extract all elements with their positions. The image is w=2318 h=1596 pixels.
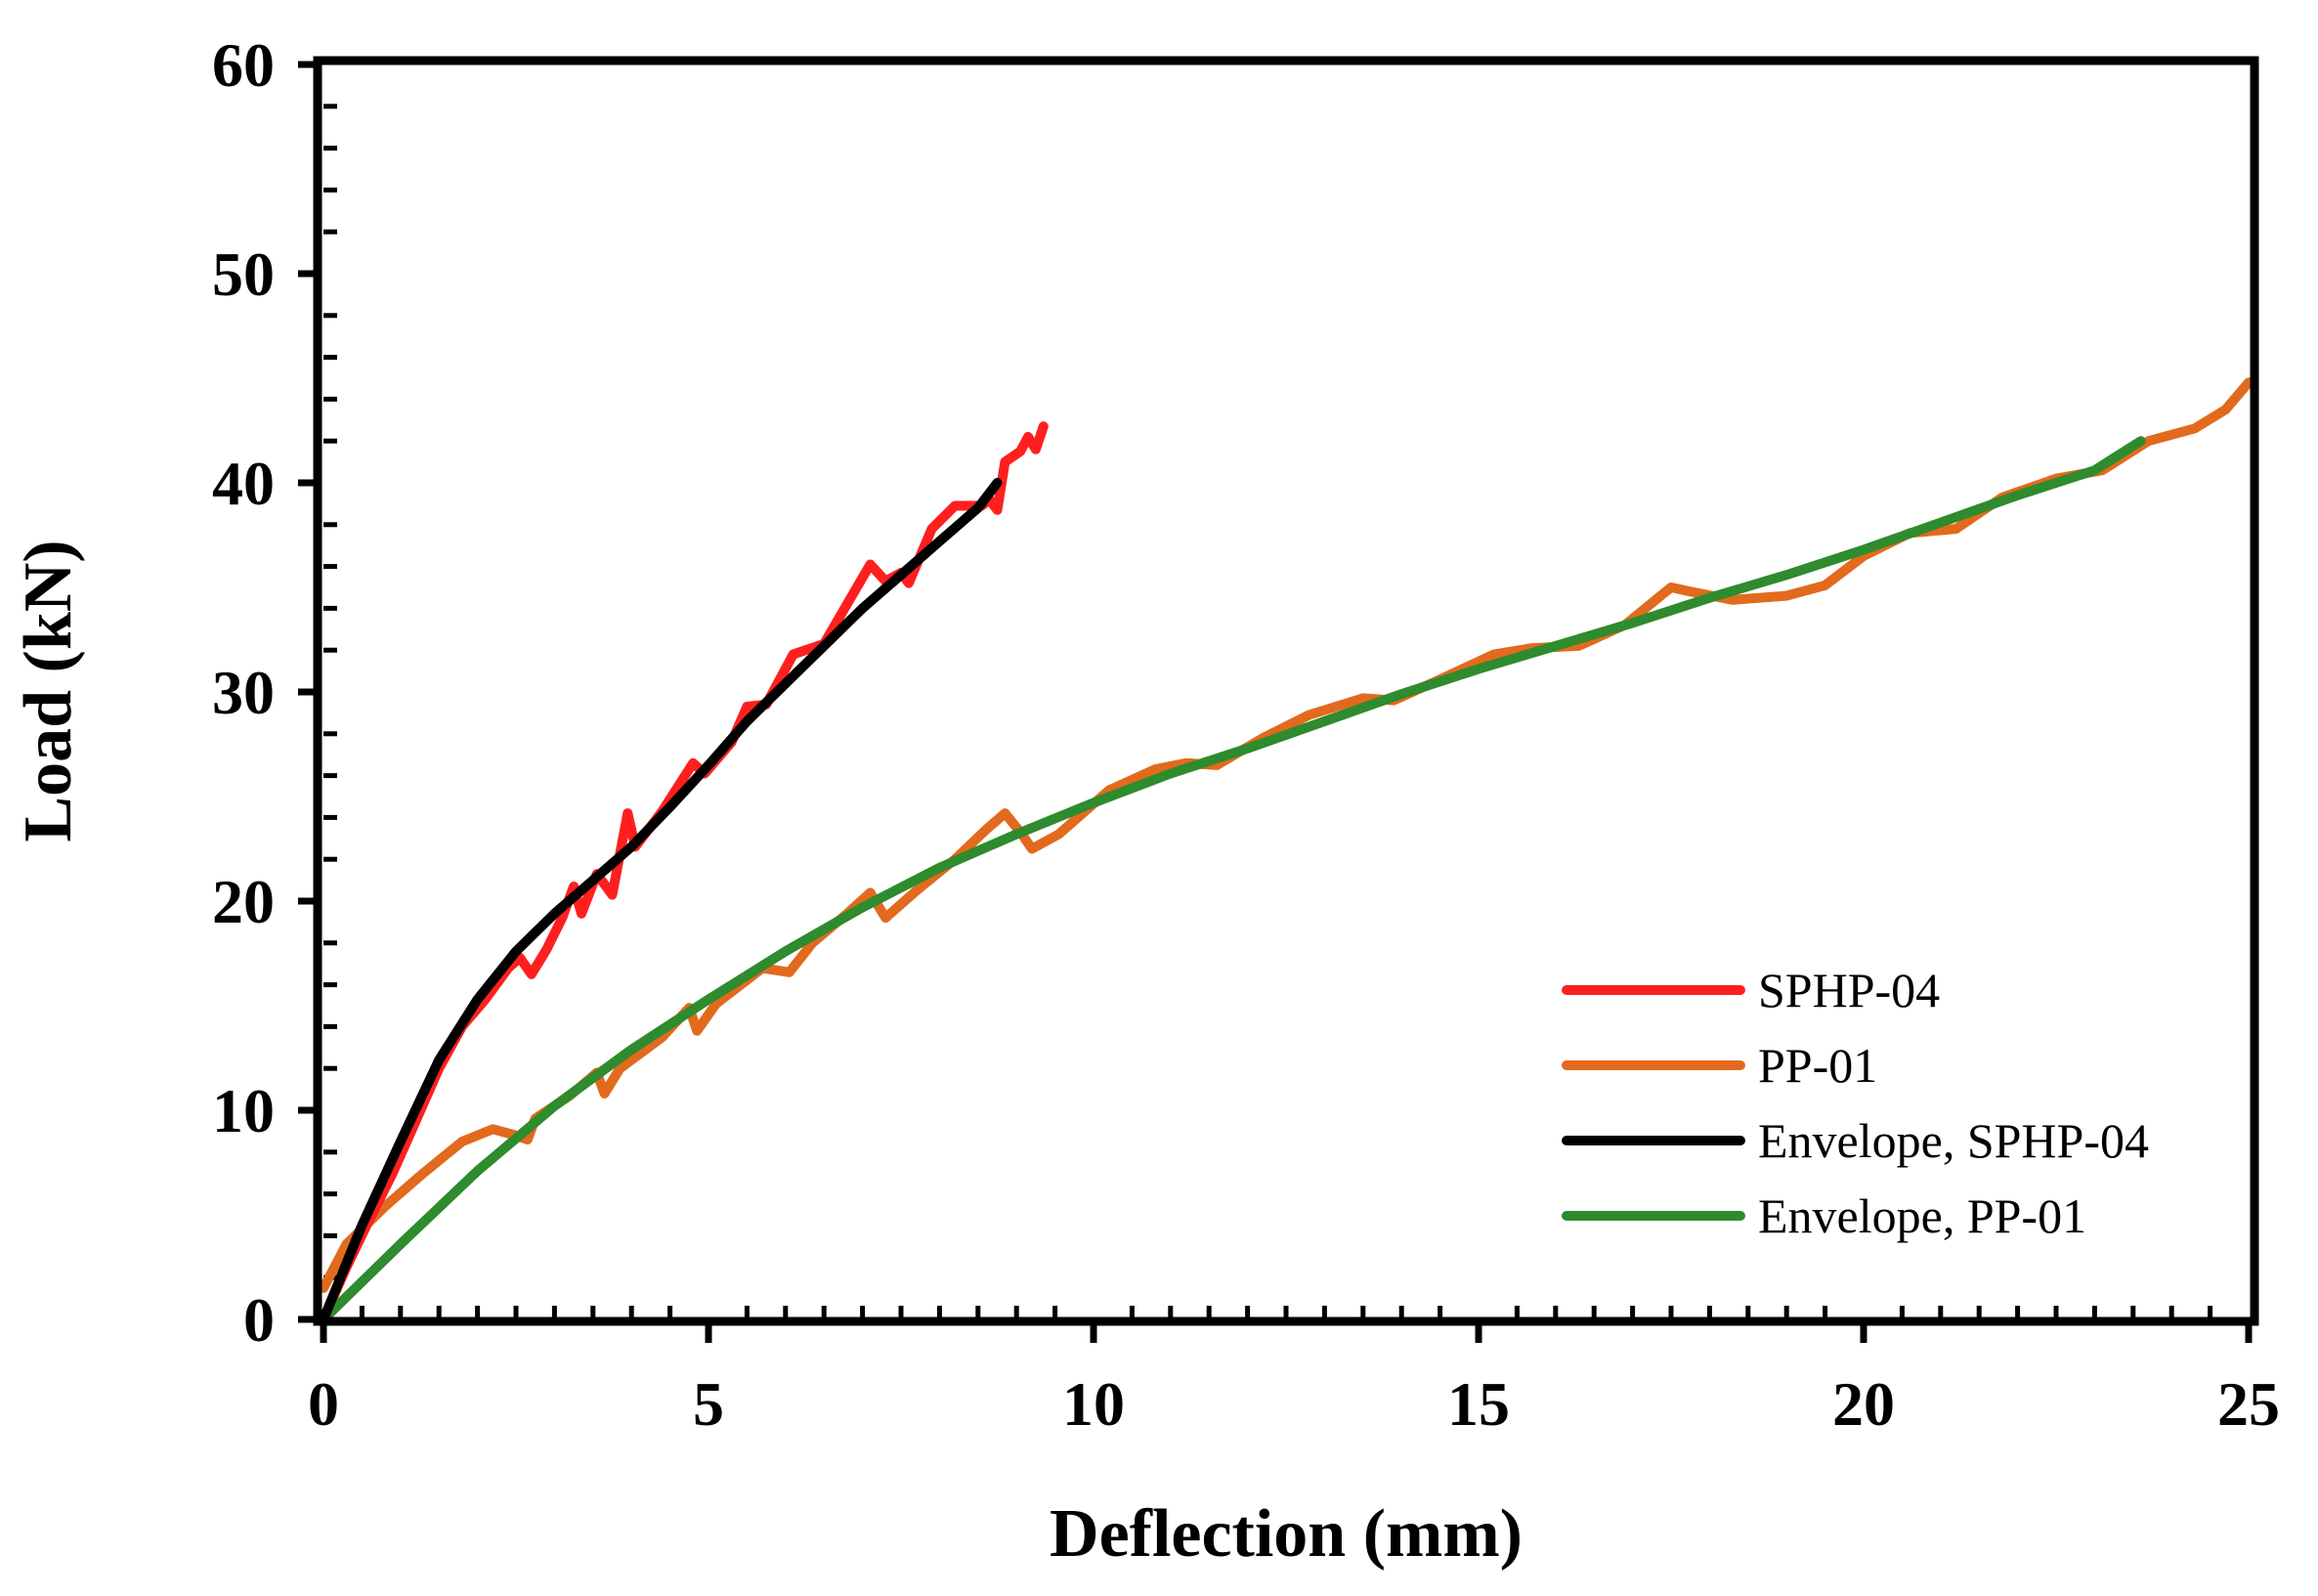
y-tick-label: 30 bbox=[212, 658, 275, 727]
x-tick-label: 20 bbox=[1832, 1369, 1895, 1439]
y-tick-label: 60 bbox=[212, 30, 275, 100]
plot-frame bbox=[313, 56, 2259, 1326]
x-tick-label: 5 bbox=[693, 1369, 724, 1439]
y-tick-label: 20 bbox=[212, 867, 275, 936]
x-tick-label: 0 bbox=[308, 1369, 339, 1439]
series-line-envelope-pp-01 bbox=[319, 436, 2146, 1324]
x-tick-label: 10 bbox=[1062, 1369, 1125, 1439]
legend-label-sphp-04: SPHP-04 bbox=[1758, 963, 1940, 1017]
legend-label-pp-01: PP-01 bbox=[1758, 1038, 1877, 1093]
legend: SPHP-04 PP-01 Envelope, SPHP-04 Envelope, P… bbox=[1562, 963, 2149, 1243]
y-tick-label: 40 bbox=[212, 449, 275, 518]
y-tick-label: 50 bbox=[212, 239, 275, 309]
x-tick-label: 25 bbox=[2217, 1369, 2280, 1439]
legend-label-envelope-pp-01: Envelope, PP-01 bbox=[1758, 1188, 2086, 1243]
series-layer bbox=[319, 377, 2254, 1324]
x-tick-label: 15 bbox=[1447, 1369, 1510, 1439]
legend-label-envelope-sphp-04: Envelope, SPHP-04 bbox=[1758, 1113, 2149, 1168]
y-axis-title: Load (kN) bbox=[11, 539, 86, 841]
y-tick-label: 0 bbox=[243, 1285, 275, 1355]
tick-labels: 0 5 10 15 20 25 0 10 20 30 40 50 60 bbox=[212, 30, 2280, 1439]
x-axis-title: Deflection (mm) bbox=[1050, 1496, 1523, 1572]
y-tick-label: 10 bbox=[212, 1076, 275, 1145]
series-line-envelope-sphp-04 bbox=[319, 478, 1003, 1324]
